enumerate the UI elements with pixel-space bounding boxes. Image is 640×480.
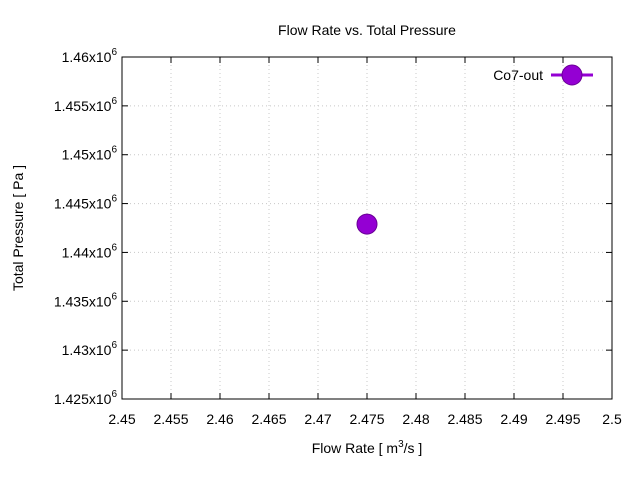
y-tick-label: 1.45x106 bbox=[62, 145, 118, 163]
data-point bbox=[356, 213, 378, 235]
x-tick-label: 2.455 bbox=[153, 411, 188, 427]
x-tick-label: 2.47 bbox=[304, 411, 331, 427]
y-axis-label: Total Pressure [ Pa ] bbox=[10, 165, 26, 291]
x-tick-label: 2.485 bbox=[447, 411, 482, 427]
x-tick-label: 2.465 bbox=[251, 411, 286, 427]
x-axis: 2.45 2.455 2.46 2.465 2.47 2.475 2.48 2.485 2.49… bbox=[108, 57, 622, 427]
y-tick-label: 1.46x106 bbox=[62, 47, 118, 65]
x-axis-label: Flow Rate [ m3/s ] bbox=[312, 439, 423, 456]
series-group bbox=[356, 213, 378, 235]
x-tick-label: 2.5 bbox=[602, 411, 622, 427]
y-tick-label: 1.43x106 bbox=[62, 340, 118, 358]
grid bbox=[122, 57, 612, 399]
y-tick-label: 1.425x106 bbox=[54, 389, 118, 407]
chart-title: Flow Rate vs. Total Pressure bbox=[278, 22, 456, 38]
legend-marker bbox=[561, 64, 583, 86]
x-tick-label: 2.45 bbox=[108, 411, 135, 427]
x-tick-label: 2.49 bbox=[500, 411, 527, 427]
y-tick-label: 1.435x106 bbox=[54, 291, 118, 309]
x-tick-label: 2.46 bbox=[206, 411, 233, 427]
legend-label: Co7-out bbox=[493, 67, 543, 83]
x-tick-label: 2.475 bbox=[349, 411, 384, 427]
y-axis: 1.425x106 1.43x106 1.435x106 1.44x106 1.445x… bbox=[54, 47, 612, 407]
y-tick-label: 1.445x106 bbox=[54, 194, 118, 212]
y-tick-label: 1.44x106 bbox=[62, 242, 118, 260]
legend: Co7-out bbox=[493, 64, 593, 86]
x-tick-label: 2.495 bbox=[545, 411, 580, 427]
y-tick-label: 1.455x106 bbox=[54, 96, 118, 114]
x-tick-label: 2.48 bbox=[402, 411, 429, 427]
